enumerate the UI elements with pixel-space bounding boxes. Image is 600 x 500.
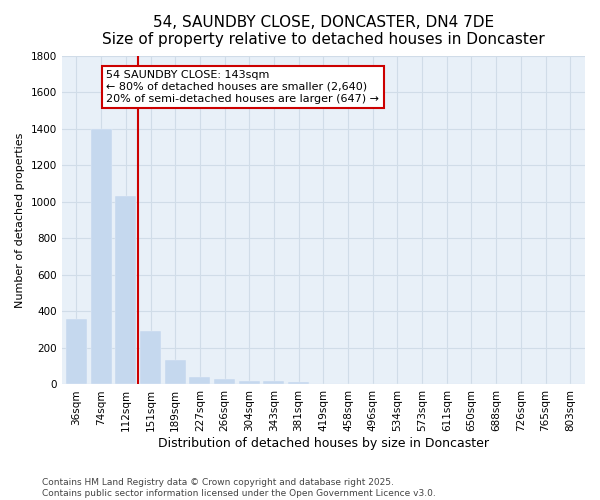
Bar xyxy=(140,332,161,384)
Bar xyxy=(214,379,235,384)
Bar xyxy=(263,381,284,384)
Bar xyxy=(91,128,112,384)
Bar xyxy=(115,196,136,384)
Bar xyxy=(190,377,211,384)
Title: 54, SAUNDBY CLOSE, DONCASTER, DN4 7DE
Size of property relative to detached hous: 54, SAUNDBY CLOSE, DONCASTER, DN4 7DE Si… xyxy=(102,15,545,48)
Text: Contains HM Land Registry data © Crown copyright and database right 2025.
Contai: Contains HM Land Registry data © Crown c… xyxy=(42,478,436,498)
X-axis label: Distribution of detached houses by size in Doncaster: Distribution of detached houses by size … xyxy=(158,437,489,450)
Bar xyxy=(288,382,309,384)
Bar xyxy=(239,381,260,384)
Text: 54 SAUNDBY CLOSE: 143sqm
← 80% of detached houses are smaller (2,640)
20% of sem: 54 SAUNDBY CLOSE: 143sqm ← 80% of detach… xyxy=(106,70,379,104)
Y-axis label: Number of detached properties: Number of detached properties xyxy=(15,132,25,308)
Bar xyxy=(66,318,87,384)
Bar xyxy=(165,360,186,384)
